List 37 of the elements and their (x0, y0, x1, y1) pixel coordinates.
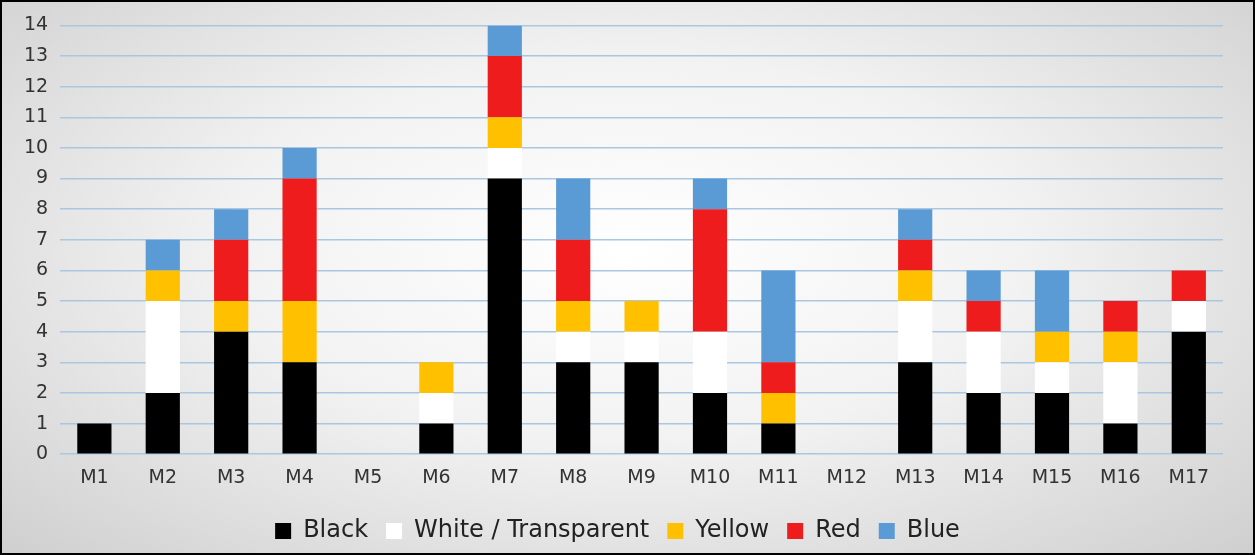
x-tick-label: M13 (894, 464, 936, 487)
y-tick-label: 7 (36, 226, 49, 249)
y-tick-label: 10 (23, 134, 49, 157)
legend-label: Yellow (694, 515, 770, 544)
y-tick-label: 13 (23, 42, 49, 65)
x-tick-label: M2 (148, 464, 178, 487)
y-tick-label: 14 (23, 12, 49, 35)
y-tick-label: 8 (36, 196, 49, 219)
y-tick-label: 9 (36, 165, 49, 188)
legend-label: Black (303, 515, 369, 544)
y-tick-label: 2 (36, 379, 49, 402)
x-tick-label: M15 (1031, 464, 1073, 487)
y-tick-label: 5 (36, 287, 49, 310)
x-tick-label: M14 (963, 464, 1004, 487)
x-tick-label: M12 (826, 464, 868, 487)
x-tick-label: M1 (80, 464, 109, 487)
x-tick-label: M5 (353, 464, 383, 487)
y-tick-label: 1 (36, 410, 49, 433)
x-tick-label: M4 (285, 464, 314, 487)
y-tick-label: 0 (36, 441, 49, 464)
x-tick-label: M16 (1100, 464, 1141, 487)
x-tick-label: M3 (216, 464, 246, 487)
y-tick-label: 11 (23, 104, 49, 127)
x-tick-label: M9 (627, 464, 656, 487)
y-tick-label: 12 (23, 73, 49, 96)
legend-label: Red (815, 515, 861, 544)
x-tick-label: M6 (422, 464, 451, 487)
x-tick-label: M10 (689, 464, 731, 487)
y-tick-label: 4 (36, 318, 49, 341)
x-tick-label: M11 (758, 464, 799, 487)
x-tick-label: M17 (1168, 464, 1210, 487)
x-tick-label: M7 (490, 464, 520, 487)
legend-label: White / Transparent (414, 515, 650, 544)
y-tick-label: 6 (36, 257, 49, 280)
legend-label: Blue (906, 515, 960, 544)
x-tick-label: M8 (558, 464, 588, 487)
y-tick-label: 3 (36, 349, 49, 372)
